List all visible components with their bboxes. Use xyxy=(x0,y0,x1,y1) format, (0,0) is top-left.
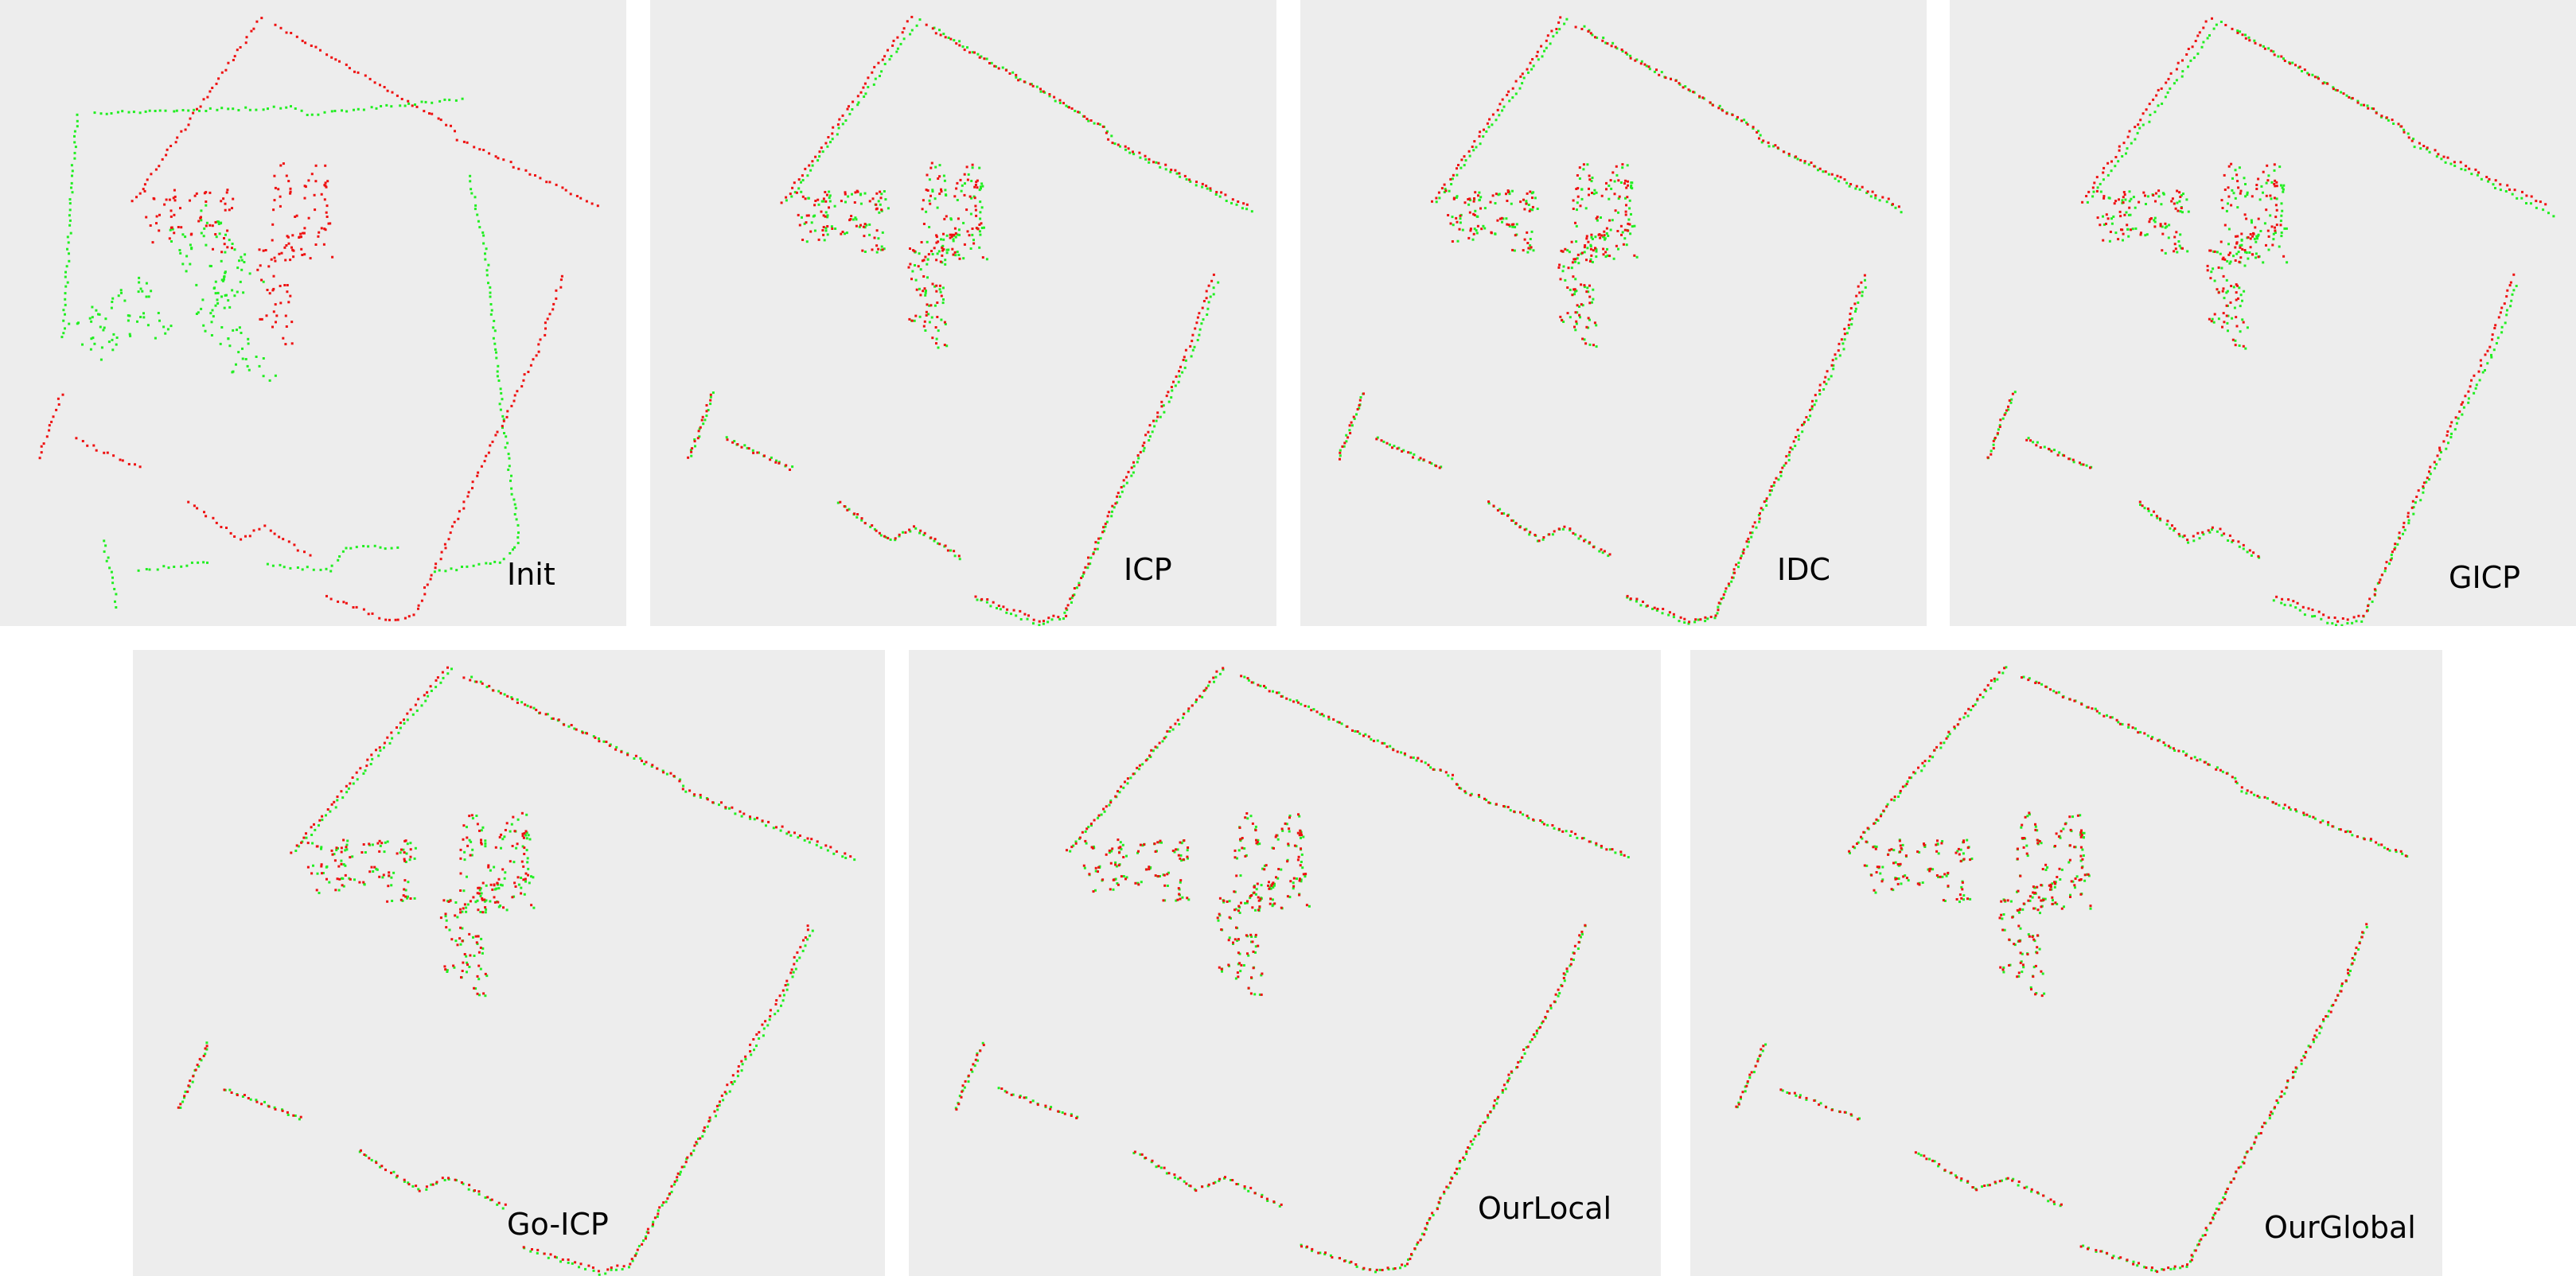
target-points xyxy=(1736,666,2409,1272)
point-cloud-plot xyxy=(1986,17,2555,626)
source-points xyxy=(1986,17,2547,623)
panel-go-icp: Go-ICP xyxy=(133,650,885,1276)
target-points xyxy=(954,668,1630,1274)
target-points xyxy=(689,18,1253,626)
panel-gicp: GICP xyxy=(1950,0,2576,626)
source-points xyxy=(687,15,1249,623)
source-points xyxy=(1339,16,1900,624)
panel-label: OurLocal xyxy=(1478,1191,1612,1226)
point-cloud-plot xyxy=(38,17,599,621)
source-points xyxy=(1735,667,2407,1274)
panel-label: OurGlobal xyxy=(2264,1210,2416,1245)
source-points xyxy=(38,17,599,621)
target-points xyxy=(179,667,856,1276)
panel-icp: ICP xyxy=(650,0,1276,626)
panel-ourlocal: OurLocal xyxy=(909,650,1661,1276)
panel-init: Init xyxy=(0,0,626,626)
panel-ourglobal: OurGlobal xyxy=(1690,650,2442,1276)
point-cloud-plot xyxy=(1735,666,2409,1274)
panel-idc: IDC xyxy=(1300,0,1927,626)
target-points xyxy=(1987,21,2555,626)
source-points xyxy=(177,666,852,1273)
point-cloud-plot xyxy=(1339,16,1903,625)
target-points xyxy=(60,97,520,609)
panel-label: IDC xyxy=(1777,552,1831,587)
point-cloud-plot xyxy=(687,15,1253,626)
point-cloud-plot xyxy=(954,667,1630,1274)
source-points xyxy=(955,667,1626,1271)
panel-label: Init xyxy=(507,557,555,592)
panel-label: ICP xyxy=(1124,552,1172,587)
point-cloud-plot xyxy=(177,666,856,1276)
panel-label: GICP xyxy=(2449,560,2521,595)
panel-label: Go-ICP xyxy=(507,1207,609,1242)
target-points xyxy=(1339,18,1903,625)
